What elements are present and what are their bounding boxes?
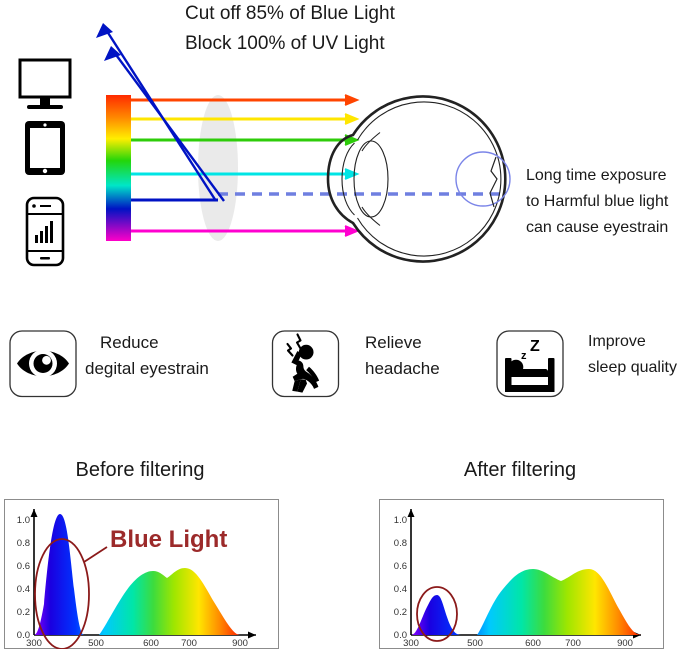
svg-text:z: z [521, 350, 527, 362]
svg-text:600: 600 [525, 638, 541, 649]
svg-text:300: 300 [26, 638, 42, 649]
svg-text:0.6: 0.6 [17, 561, 30, 572]
svg-text:0.8: 0.8 [394, 538, 407, 549]
svg-text:700: 700 [565, 638, 581, 649]
svg-text:900: 900 [232, 638, 248, 649]
svg-text:0.2: 0.2 [17, 607, 30, 618]
svg-text:0.4: 0.4 [17, 584, 30, 595]
svg-text:900: 900 [617, 638, 633, 649]
svg-text:1.0: 1.0 [394, 515, 407, 526]
svg-text:0.4: 0.4 [394, 584, 407, 595]
svg-text:600: 600 [143, 638, 159, 649]
svg-text:Z: Z [530, 338, 540, 355]
svg-text:1.0: 1.0 [17, 515, 30, 526]
svg-text:0.8: 0.8 [17, 538, 30, 549]
svg-text:Blue Light: Blue Light [110, 526, 227, 553]
svg-text:500: 500 [467, 638, 483, 649]
svg-text:300: 300 [403, 638, 419, 649]
svg-text:700: 700 [181, 638, 197, 649]
svg-text:500: 500 [88, 638, 104, 649]
svg-text:0.2: 0.2 [394, 607, 407, 618]
svg-text:0.6: 0.6 [394, 561, 407, 572]
